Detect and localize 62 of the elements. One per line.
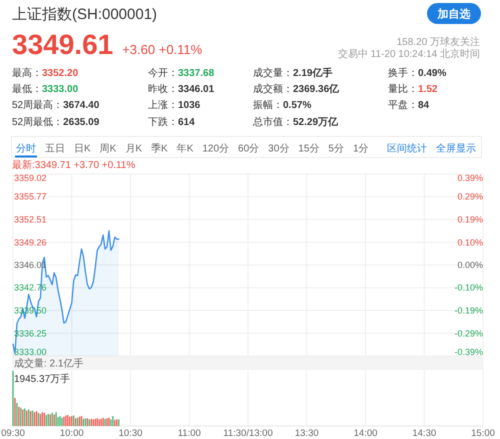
y2-tick-label: -0.19% bbox=[454, 305, 483, 316]
y-tick-label: 3355.77 bbox=[14, 192, 47, 202]
text: 3349.61 bbox=[12, 29, 114, 60]
text: 158.20 万球友关注 bbox=[396, 36, 480, 48]
text: 周K bbox=[100, 144, 117, 154]
text: 日K bbox=[74, 144, 91, 154]
text: 15分 bbox=[298, 142, 320, 154]
text: 最新:3349.71 +3.70 +0.11% bbox=[12, 159, 136, 171]
text: 昨收：3346.01 bbox=[148, 83, 215, 95]
y2-tick-label: 0.10% bbox=[457, 237, 483, 248]
y-tick-label: 3333.00 bbox=[14, 347, 47, 357]
y2-tick-label: 0.19% bbox=[457, 214, 483, 225]
text: 总市值：52.29万亿 bbox=[252, 116, 340, 128]
x-tick-label: 14:00 bbox=[354, 428, 378, 439]
text: 交易中 11-20 10:24:14 北京时间 bbox=[338, 48, 480, 60]
text: 振幅：0.57% bbox=[253, 99, 312, 111]
y2-tick-label: -0.39% bbox=[454, 347, 483, 357]
y2-tick-label: -0.29% bbox=[454, 328, 483, 338]
text: 全屏显示 bbox=[436, 142, 476, 154]
text: 分时 bbox=[16, 142, 36, 154]
text: 区间统计 bbox=[387, 142, 427, 154]
text: 下跌：614 bbox=[148, 116, 196, 128]
x-tick-label: 15:00 bbox=[471, 428, 495, 439]
text: 30分 bbox=[268, 142, 290, 154]
x-tick-label: 14:30 bbox=[412, 428, 436, 439]
text: 60分 bbox=[238, 142, 260, 154]
y2-tick-label: 0.00% bbox=[457, 260, 483, 270]
y2-tick-label: 0.29% bbox=[457, 192, 483, 202]
x-tick-label: 11:30/13:00 bbox=[223, 428, 273, 439]
x-tick-label: 13:30 bbox=[294, 428, 319, 439]
chart-title: 上证指数(SH:000001) bbox=[12, 6, 158, 23]
text: 最低：3333.00 bbox=[12, 84, 79, 95]
annotation: 1945.37万手 bbox=[14, 373, 70, 385]
text: 季K bbox=[151, 142, 168, 154]
text: 成交额：2369.36亿 bbox=[253, 83, 340, 95]
x-tick-label: 09:30 bbox=[1, 428, 25, 439]
text: 五日 bbox=[45, 144, 65, 154]
x-tick-label: 10:30 bbox=[118, 428, 142, 439]
text: 52周最高：3674.40 bbox=[12, 99, 100, 111]
x-tick-label: 10:00 bbox=[60, 428, 84, 439]
text: 52周最低：2635.09 bbox=[12, 117, 100, 128]
text: +3.60 +0.11% bbox=[122, 42, 203, 57]
text: 最高：3352.20 bbox=[12, 67, 79, 79]
text: 1分 bbox=[352, 142, 369, 154]
y-tick-label: 3352.51 bbox=[14, 214, 47, 225]
chart-title: 成交量: 2.1亿手 bbox=[14, 358, 84, 370]
y-tick-label: 3359.02 bbox=[14, 173, 47, 183]
button: 加自选 bbox=[427, 3, 481, 24]
text: 年K bbox=[176, 142, 194, 154]
text: 月K bbox=[125, 144, 142, 154]
text: 上涨：1036 bbox=[148, 99, 201, 111]
y2-tick-label: -0.10% bbox=[454, 282, 483, 293]
text: 今开：3337.68 bbox=[148, 67, 215, 79]
text: 量比：1.52 bbox=[388, 83, 438, 95]
text: 120分 bbox=[202, 142, 230, 154]
text: 5分 bbox=[328, 142, 344, 154]
y-tick-label: 3349.26 bbox=[14, 237, 47, 248]
y2-tick-label: 0.39% bbox=[457, 173, 483, 183]
text: 平盘：84 bbox=[388, 99, 430, 111]
text: 换手：0.49% bbox=[388, 67, 446, 79]
x-tick-label: 11:00 bbox=[178, 428, 201, 439]
text: 成交量：2.19亿手 bbox=[253, 67, 332, 79]
